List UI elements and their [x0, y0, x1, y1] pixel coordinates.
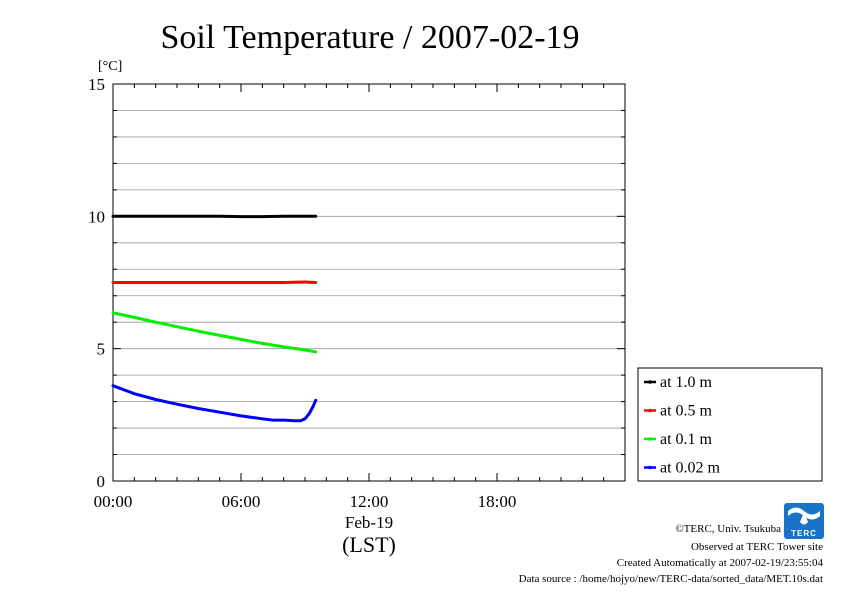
- copyright-text: ©TERC, Univ. Tsukuba: [675, 523, 781, 535]
- legend-label: at 1.0 m: [660, 374, 713, 391]
- creation-time-text: Created Automatically at 2007-02-19/23:5…: [617, 557, 824, 569]
- series-line: [113, 313, 316, 352]
- x-tick-label: 12:00: [350, 492, 389, 511]
- legend-marker: [648, 437, 652, 441]
- terc-logo: TERC: [784, 503, 824, 539]
- series-lines: [113, 216, 316, 420]
- x-axis-timezone-label: (LST): [342, 532, 396, 557]
- legend: at 1.0 m at 0.5 m at 0.1 m at 0.02 m: [638, 368, 822, 481]
- legend-label: at 0.02 m: [660, 460, 721, 477]
- x-tick-label: 06:00: [222, 492, 261, 511]
- y-tick-label: 10: [88, 207, 105, 226]
- observation-site-text: Observed at TERC Tower site: [691, 541, 823, 553]
- y-tick-label: 15: [88, 75, 105, 94]
- legend-marker: [648, 466, 652, 470]
- legend-label: at 0.1 m: [660, 431, 713, 448]
- x-tick-label: 18:00: [478, 492, 517, 511]
- x-axis-date-label: Feb-19: [345, 513, 393, 532]
- logo-text: TERC: [791, 529, 817, 538]
- legend-marker: [648, 409, 652, 413]
- legend-marker: [648, 380, 652, 384]
- series-line: [113, 282, 316, 283]
- y-tick-label: 0: [97, 472, 106, 491]
- axis-ticks: 0 5 10 15 00:00 06:00 12:00 18:00: [88, 75, 625, 511]
- y-axis-unit-label: [°C]: [98, 59, 122, 74]
- x-tick-label: 00:00: [94, 492, 133, 511]
- series-line: [113, 386, 316, 421]
- y-tick-label: 5: [97, 340, 106, 359]
- legend-label: at 0.5 m: [660, 403, 713, 420]
- chart-title: Soil Temperature / 2007-02-19: [160, 19, 579, 56]
- data-source-text: Data source : /home/hojyo/new/TERC-data/…: [519, 573, 823, 585]
